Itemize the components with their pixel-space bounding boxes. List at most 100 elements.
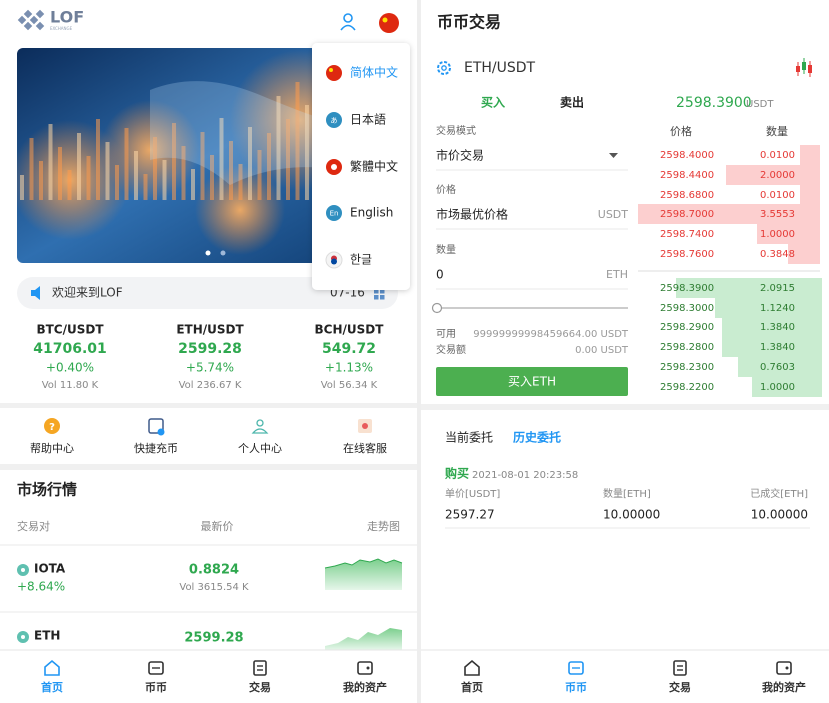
bid-depth	[752, 377, 822, 397]
field-label: 价格	[436, 183, 456, 196]
sparkline	[325, 559, 402, 590]
ticker-price: 549.72	[322, 341, 376, 357]
language-option[interactable]: English	[350, 206, 393, 220]
market-volume: Vol 3615.54 K	[179, 582, 249, 593]
bid-depth	[722, 337, 822, 357]
logo-mark	[29, 15, 39, 25]
slider-thumb[interactable]	[431, 302, 443, 314]
sell-tab[interactable]: 卖出	[560, 95, 584, 110]
tab-label[interactable]: 首页	[461, 680, 483, 694]
amount-unit: ETH	[606, 268, 628, 281]
market-column: 走势图	[367, 520, 400, 533]
available-value: 99999999998459664.00 USDT	[473, 329, 629, 340]
settings-icon-core	[441, 65, 447, 71]
sparkline-line	[324, 558, 403, 569]
book-column: 价格	[670, 124, 692, 138]
logo-mark	[35, 9, 45, 19]
amount-input[interactable]: 0	[436, 268, 444, 282]
ask-amount: 0.0100	[760, 190, 795, 201]
ask-price: 2598.4000	[660, 150, 714, 161]
submit-label[interactable]: 买入ETH	[508, 375, 556, 389]
bid-depth	[676, 278, 822, 298]
banner-candle	[305, 105, 309, 200]
market-column: 交易对	[17, 519, 50, 533]
tab-icon	[357, 661, 373, 675]
flag-cn-star	[329, 68, 333, 72]
bid-amount: 1.1240	[760, 303, 795, 314]
ask-depth	[788, 244, 820, 264]
ticker-volume: Vol 56.34 K	[321, 380, 378, 391]
banner-candle	[58, 147, 62, 200]
tab-label[interactable]: 我的资产	[762, 680, 806, 694]
bid-amount: 2.0915	[760, 283, 795, 294]
tab-label[interactable]: 币币	[565, 681, 587, 694]
bid-price: 2598.2900	[660, 322, 714, 333]
price-input[interactable]: 市场最优价格	[436, 207, 508, 222]
orders-tab[interactable]: 当前委托	[445, 430, 493, 445]
user-icon[interactable]	[343, 13, 353, 23]
flag-hk-flower	[331, 164, 337, 170]
buy-tab[interactable]: 买入	[481, 96, 505, 110]
ask-amount: 3.5553	[760, 209, 795, 220]
banner-dot	[205, 250, 211, 256]
notice-text: 欢迎来到LOF	[52, 285, 123, 300]
page-title: 币币交易	[437, 13, 501, 32]
banner-candle	[153, 137, 157, 200]
shortcut-label[interactable]: 在线客服	[343, 441, 387, 455]
ask-price: 2598.6800	[660, 190, 714, 201]
tab-label[interactable]: 交易	[669, 680, 691, 694]
orders-tab-active[interactable]: 历史委托	[513, 430, 561, 445]
tab-label[interactable]: 币币	[145, 681, 167, 694]
bid-amount: 0.7603	[760, 362, 795, 373]
ask-amount: 2.0000	[760, 170, 795, 181]
banner-candle	[20, 175, 24, 200]
last-price-unit: USDT	[746, 99, 774, 110]
chart-icon-candle[interactable]	[808, 65, 812, 73]
bid-depth	[738, 357, 822, 377]
settings-icon[interactable]	[437, 61, 451, 75]
logo-mark	[17, 15, 27, 25]
shortcut-label[interactable]: 快捷充币	[134, 441, 178, 455]
shortcut-label[interactable]: 帮助中心	[30, 441, 74, 455]
banner-candle	[229, 141, 233, 200]
tab-label[interactable]: 首页	[41, 680, 63, 694]
section-gap	[0, 403, 417, 408]
language-option[interactable]: 繁體中文	[350, 159, 398, 174]
bid-price: 2598.3000	[660, 303, 714, 314]
mode-select[interactable]: 市价交易	[436, 148, 484, 163]
tab-icon	[148, 661, 164, 675]
banner-candle	[77, 133, 81, 200]
submit-button[interactable]	[436, 367, 628, 396]
notice-more	[380, 295, 385, 300]
banner-candle	[219, 118, 224, 200]
language-option[interactable]: 日本語	[350, 112, 386, 127]
ask-amount: 0.3848	[760, 249, 795, 260]
bid-depth	[722, 317, 822, 337]
banner-candle	[200, 132, 205, 200]
ticker-pair: ETH/USDT	[176, 323, 244, 337]
tab-icon-dot	[785, 666, 789, 670]
bid-price: 2598.2200	[660, 382, 714, 393]
tab-label[interactable]: 我的资产	[343, 680, 387, 694]
chart-icon-candle	[802, 62, 806, 70]
tab-icon	[568, 661, 584, 675]
bid-depth	[715, 298, 822, 318]
help-icon-mark: ?	[49, 422, 55, 433]
tab-icon	[673, 660, 687, 676]
shortcut-label[interactable]: 个人中心	[238, 442, 282, 455]
language-option[interactable]: 한글	[350, 253, 372, 267]
ticker-change: +5.74%	[186, 361, 234, 375]
banner-candle	[210, 155, 214, 200]
logo-mark	[23, 9, 33, 19]
market-price: 2599.28	[184, 631, 243, 646]
language-option[interactable]: 简体中文	[350, 65, 398, 80]
trade-pair: ETH/USDT	[464, 60, 536, 76]
banner-candle	[96, 119, 100, 200]
ticker-volume: Vol 236.67 K	[179, 380, 242, 391]
deposit-icon-badge	[157, 428, 165, 436]
flag-button[interactable]	[379, 13, 399, 33]
tab-label[interactable]: 交易	[249, 680, 271, 694]
notice-bar	[17, 277, 398, 309]
banner-candle	[295, 82, 300, 200]
